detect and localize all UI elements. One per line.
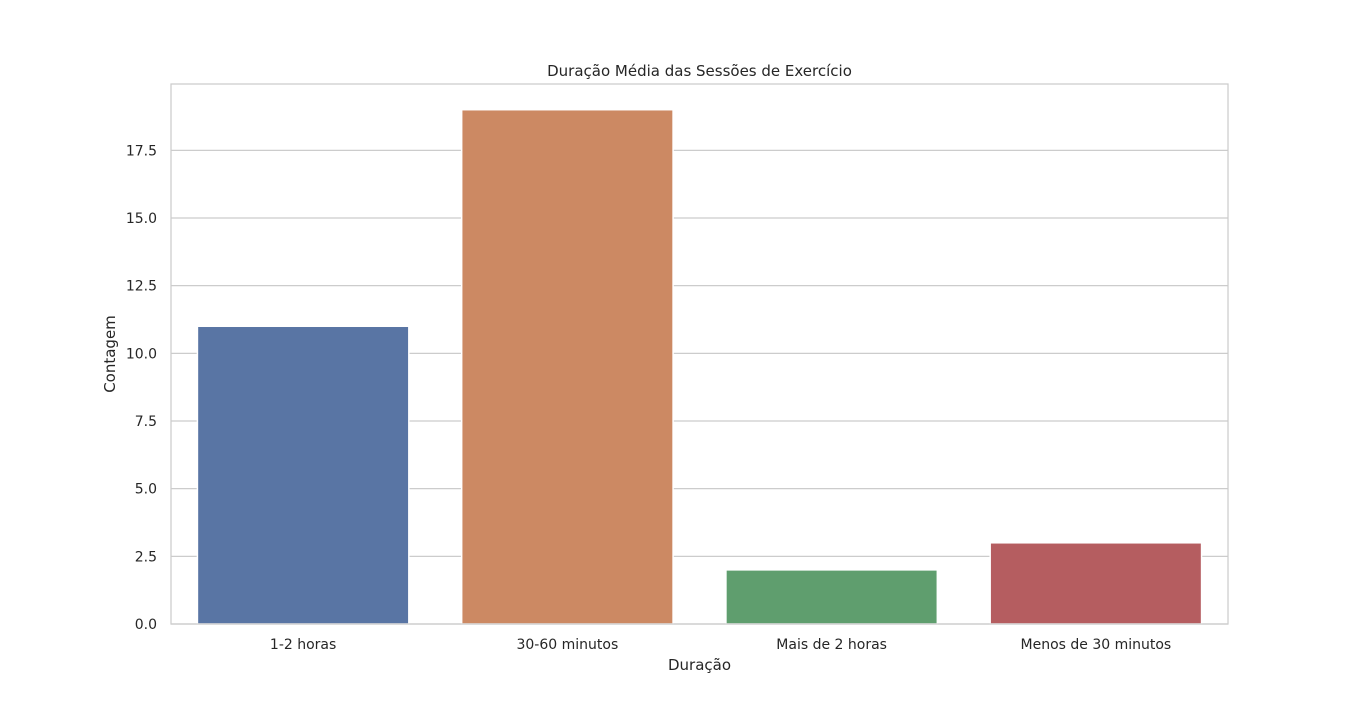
bar-1-2-horas (196, 325, 410, 625)
bar-menos-de-30-minutos (989, 542, 1203, 625)
x-tick-label: Mais de 2 horas (776, 637, 887, 653)
bar-30-60-minutos (460, 108, 674, 625)
x-tick-label: 30-60 minutos (516, 637, 618, 653)
chart-title: Duração Média das Sessões de Exercício (547, 62, 852, 80)
x-tick-labels: 1-2 horas 30-60 minutos Mais de 2 horas Men… (270, 637, 1171, 653)
bar-mais-de-2-horas (725, 569, 939, 625)
y-tick-label: 7.5 (135, 414, 157, 430)
y-tick-label: 0.0 (135, 617, 157, 633)
plot-frame (170, 83, 1229, 625)
x-tick-label: 1-2 horas (270, 637, 336, 653)
x-axis-label: Duração (668, 656, 731, 674)
y-tick-labels: 0.0 2.5 5.0 7.5 10.0 12.5 15.0 17.5 (126, 143, 157, 633)
x-tick-label: Menos de 30 minutos (1021, 637, 1172, 653)
y-tick-label: 2.5 (135, 549, 157, 565)
bars (196, 108, 1203, 625)
y-tick-label: 5.0 (135, 482, 157, 498)
y-tick-label: 17.5 (126, 143, 157, 159)
y-tick-label: 10.0 (126, 346, 157, 362)
y-tick-label: 12.5 (126, 279, 157, 295)
y-axis-label: Contagem (101, 315, 119, 393)
y-tick-label: 15.0 (126, 211, 157, 227)
